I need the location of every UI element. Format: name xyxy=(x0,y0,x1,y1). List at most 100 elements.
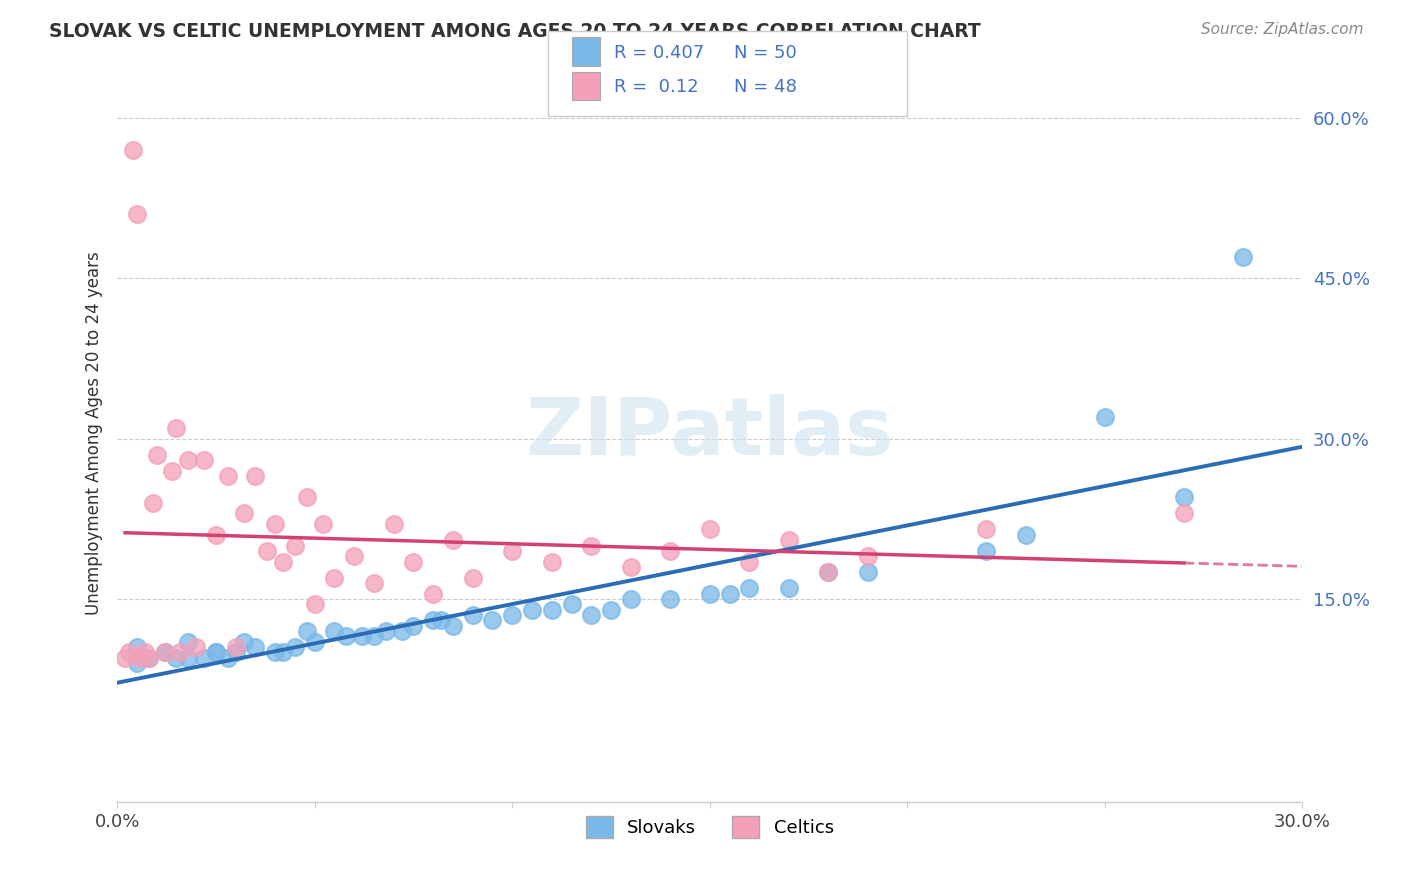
Point xyxy=(1232,250,1254,264)
Point xyxy=(501,544,523,558)
Point xyxy=(295,624,318,639)
Point xyxy=(422,587,444,601)
Point xyxy=(817,566,839,580)
Point xyxy=(778,582,800,596)
Point xyxy=(976,523,998,537)
Point xyxy=(461,608,484,623)
Point xyxy=(138,650,160,665)
Point xyxy=(177,453,200,467)
Point xyxy=(402,555,425,569)
Point xyxy=(284,539,307,553)
Point xyxy=(718,587,741,601)
Point xyxy=(177,634,200,648)
Point xyxy=(581,608,603,623)
Point xyxy=(177,650,200,665)
Point xyxy=(778,533,800,548)
Text: N = 50: N = 50 xyxy=(734,45,797,62)
Point xyxy=(343,549,366,564)
Text: N = 48: N = 48 xyxy=(734,78,797,96)
Point xyxy=(560,598,582,612)
Point xyxy=(205,645,228,659)
Point xyxy=(186,640,208,654)
Point xyxy=(363,576,385,591)
Point xyxy=(153,645,176,659)
Point xyxy=(374,624,396,639)
Point xyxy=(382,517,405,532)
Point xyxy=(114,650,136,665)
Point xyxy=(817,566,839,580)
Point xyxy=(363,629,385,643)
Point xyxy=(1173,507,1195,521)
Point xyxy=(856,566,879,580)
Point xyxy=(162,464,184,478)
Point xyxy=(122,143,145,157)
Point xyxy=(659,592,682,607)
Point xyxy=(153,645,176,659)
Point xyxy=(125,207,148,221)
Text: SLOVAK VS CELTIC UNEMPLOYMENT AMONG AGES 20 TO 24 YEARS CORRELATION CHART: SLOVAK VS CELTIC UNEMPLOYMENT AMONG AGES… xyxy=(49,22,981,41)
Point xyxy=(540,555,562,569)
Point xyxy=(335,629,357,643)
Point xyxy=(699,523,721,537)
Point xyxy=(659,544,682,558)
Point xyxy=(217,650,239,665)
Point xyxy=(295,491,318,505)
Point xyxy=(217,469,239,483)
Point xyxy=(1094,410,1116,425)
Point xyxy=(352,629,374,643)
Point xyxy=(430,614,453,628)
Point xyxy=(501,608,523,623)
Point xyxy=(264,645,287,659)
Text: ZIPatlas: ZIPatlas xyxy=(526,394,894,472)
Point xyxy=(304,634,326,648)
Text: R =  0.12: R = 0.12 xyxy=(614,78,699,96)
Point xyxy=(738,555,761,569)
Point xyxy=(323,571,346,585)
Text: R = 0.407: R = 0.407 xyxy=(614,45,704,62)
Point xyxy=(699,587,721,601)
Point xyxy=(145,448,167,462)
Point xyxy=(245,640,267,654)
Point xyxy=(540,603,562,617)
Point xyxy=(134,645,156,659)
Point xyxy=(125,640,148,654)
Point xyxy=(271,645,294,659)
Point xyxy=(232,634,254,648)
Point xyxy=(391,624,413,639)
Point xyxy=(205,645,228,659)
Point xyxy=(441,619,464,633)
Point xyxy=(323,624,346,639)
Point xyxy=(311,517,333,532)
Legend: Slovaks, Celtics: Slovaks, Celtics xyxy=(578,808,841,845)
Point xyxy=(402,619,425,633)
Point xyxy=(264,517,287,532)
Point xyxy=(142,496,165,510)
Point xyxy=(481,614,503,628)
Point xyxy=(738,582,761,596)
Y-axis label: Unemployment Among Ages 20 to 24 years: Unemployment Among Ages 20 to 24 years xyxy=(86,252,103,615)
Point xyxy=(129,650,152,665)
Point xyxy=(304,598,326,612)
Point xyxy=(125,656,148,670)
Point xyxy=(245,469,267,483)
Point xyxy=(620,592,643,607)
Point xyxy=(284,640,307,654)
Point xyxy=(118,645,141,659)
Point xyxy=(138,650,160,665)
Point xyxy=(193,453,215,467)
Point xyxy=(976,544,998,558)
Point xyxy=(1015,528,1038,542)
Point xyxy=(441,533,464,548)
Point xyxy=(600,603,623,617)
Point xyxy=(193,650,215,665)
Point xyxy=(581,539,603,553)
Point xyxy=(520,603,543,617)
Point xyxy=(271,555,294,569)
Point xyxy=(169,645,191,659)
Point xyxy=(461,571,484,585)
Point xyxy=(165,650,187,665)
Point xyxy=(225,645,247,659)
Text: Source: ZipAtlas.com: Source: ZipAtlas.com xyxy=(1201,22,1364,37)
Point xyxy=(165,421,187,435)
Point xyxy=(1173,491,1195,505)
